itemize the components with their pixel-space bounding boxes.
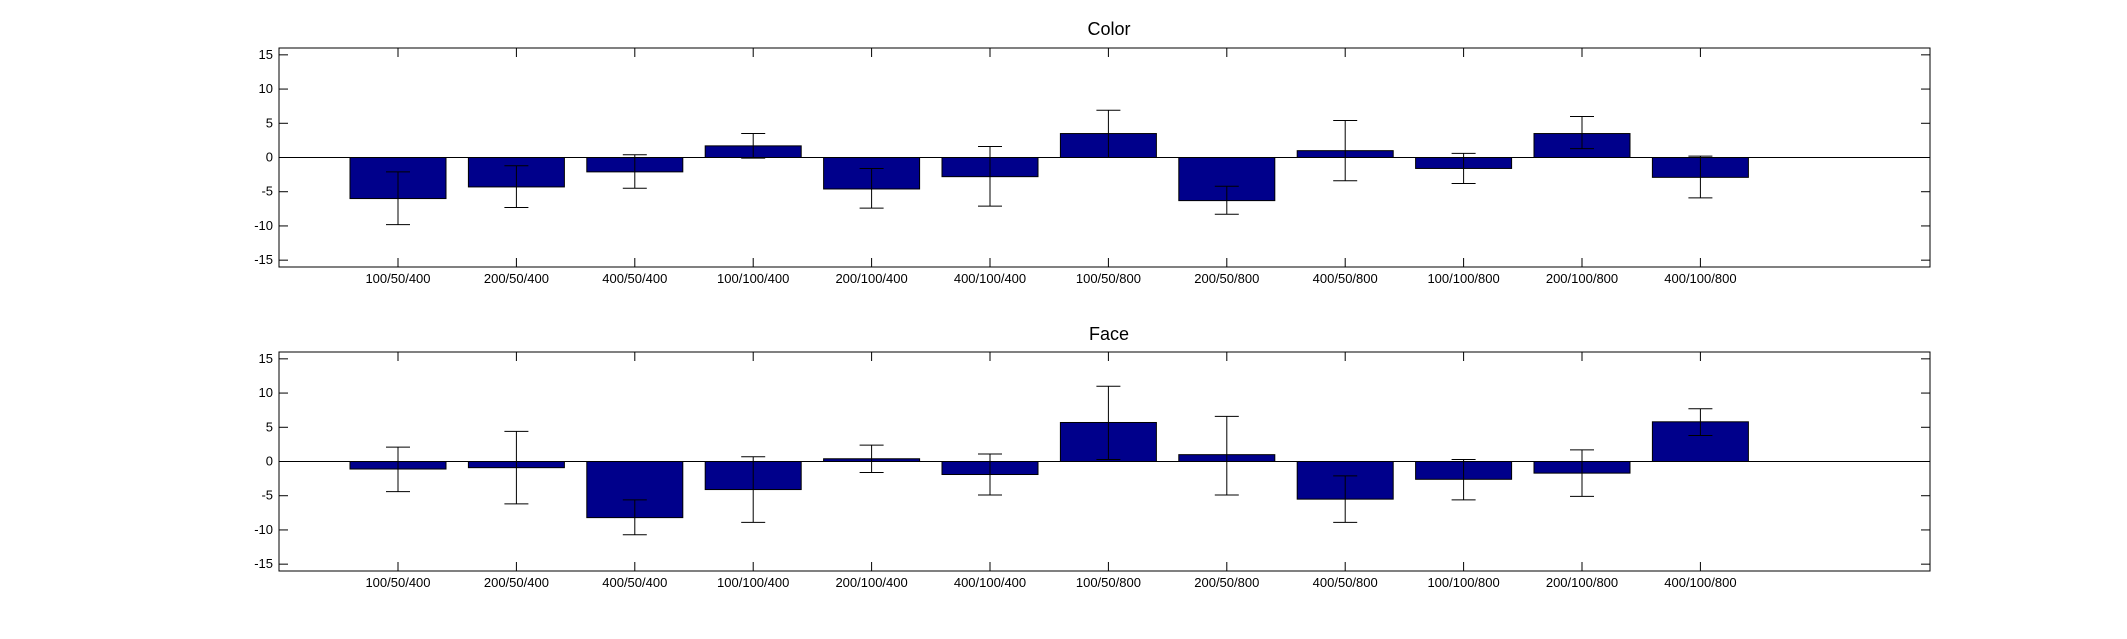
color-xtick-label: 400/50/800 [1313, 271, 1378, 286]
color-xtick-label: 400/100/800 [1664, 271, 1736, 286]
color-xtick-label: 200/50/800 [1194, 271, 1259, 286]
face-xtick-label: 200/50/400 [484, 575, 549, 590]
face-xtick-label: 100/100/800 [1427, 575, 1499, 590]
face-xtick-label: 400/50/400 [602, 575, 667, 590]
color-xtick-label: 100/100/800 [1427, 271, 1499, 286]
color-ytick-label: -10 [254, 218, 273, 233]
color-ytick-label: 15 [259, 47, 273, 62]
face-ytick-label: 10 [259, 385, 273, 400]
color-ytick-label: -15 [254, 252, 273, 267]
color-xtick-label: 100/100/400 [717, 271, 789, 286]
color-xtick-label: 400/100/400 [954, 271, 1026, 286]
face-xtick-label: 100/100/400 [717, 575, 789, 590]
color-ytick-label: -5 [261, 184, 273, 199]
face-xtick-label: 200/100/800 [1546, 575, 1618, 590]
color-xtick-label: 200/100/400 [835, 271, 907, 286]
face-ytick-label: 5 [266, 419, 273, 434]
color-xtick-label: 200/50/400 [484, 271, 549, 286]
color-xtick-label: 100/50/400 [365, 271, 430, 286]
face-xtick-label: 200/100/400 [835, 575, 907, 590]
face-ytick-label: -10 [254, 522, 273, 537]
face-xtick-label: 400/100/400 [954, 575, 1026, 590]
face-xtick-label: 400/50/800 [1313, 575, 1378, 590]
face-ytick-label: 15 [259, 351, 273, 366]
color-xtick-label: 100/50/800 [1076, 271, 1141, 286]
face-xtick-label: 200/50/800 [1194, 575, 1259, 590]
color-panel-title: Color [1087, 19, 1130, 39]
face-ytick-label: -5 [261, 488, 273, 503]
color-xtick-label: 400/50/400 [602, 271, 667, 286]
color-panel: Color -15 -10 -5 0 5 10 15 100/50/400 200/50/400… [254, 19, 1931, 286]
face-ytick-label: 0 [266, 454, 273, 469]
color-ytick-label: 0 [266, 150, 273, 165]
face-xtick-label: 400/100/800 [1664, 575, 1736, 590]
color-ytick-label: 5 [266, 115, 273, 130]
face-ytick-label: -15 [254, 556, 273, 571]
color-ytick-label: 10 [259, 81, 273, 96]
face-xtick-label: 100/50/400 [365, 575, 430, 590]
color-xtick-label: 200/100/800 [1546, 271, 1618, 286]
face-panel-title: Face [1089, 324, 1129, 344]
face-panel: Face -15 -10 -5 0 5 10 15 100/50/400 200/50/400 4… [254, 324, 1931, 590]
face-xtick-label: 100/50/800 [1076, 575, 1141, 590]
